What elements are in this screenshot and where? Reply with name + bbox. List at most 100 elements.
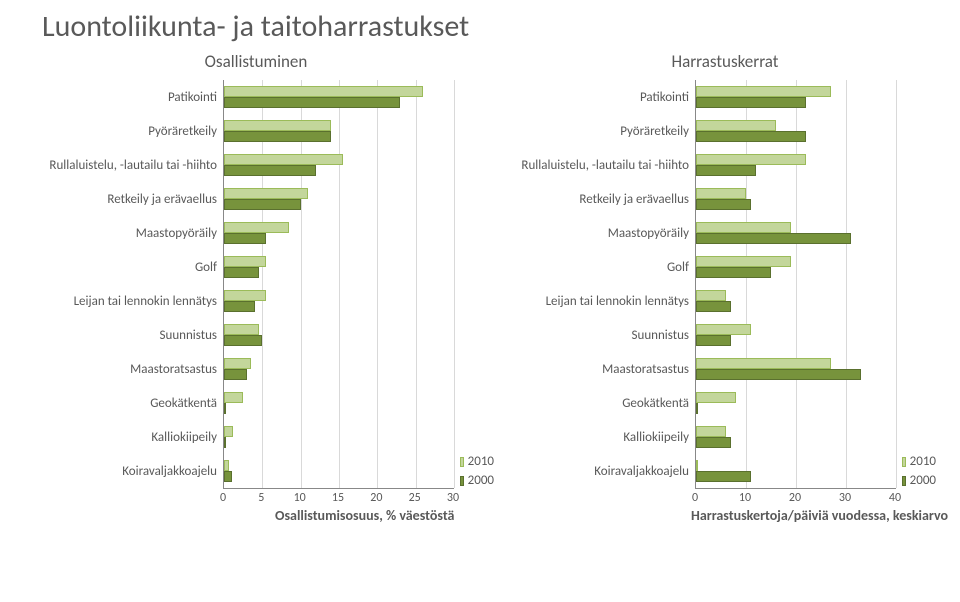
legend-item: 2000	[902, 473, 936, 488]
legend-label: 2000	[468, 473, 494, 488]
cat-label: Maastoratsastus	[18, 352, 223, 386]
bar-2010	[224, 460, 229, 471]
cat-label: Koiravaljakkoajelu	[510, 454, 695, 488]
bar-2000	[224, 131, 331, 142]
chart-left-xlabel-row: Osallistumisosuus, % väestöstä	[223, 507, 454, 527]
chart-left-cat-labels: PatikointiPyöräretkeilyRullaluistelu, -l…	[18, 80, 223, 527]
cat-label: Suunnistus	[510, 318, 695, 352]
gridline	[416, 80, 417, 488]
bar-2010	[696, 290, 726, 301]
bar-2000	[696, 301, 731, 312]
bar-2010	[224, 392, 243, 403]
x-tick: 25	[409, 491, 421, 505]
chart-right-xlabel: Harrastuskertoja/päiviä vuodessa, keskia…	[691, 507, 948, 524]
cat-label: Golf	[18, 250, 223, 284]
chart-left-xticks: 051015202530	[223, 489, 453, 507]
cat-label: Koiravaljakkoajelu	[18, 454, 223, 488]
bar-2000	[224, 233, 266, 244]
bar-2010	[696, 154, 806, 165]
cat-label: Leijan tai lennokin lennätys	[18, 284, 223, 318]
x-tick: 0	[220, 491, 226, 505]
bar-2010	[224, 86, 423, 97]
bar-2000	[696, 199, 751, 210]
bar-2010	[224, 154, 343, 165]
chart-left-plot-wrap: 051015202530 Osallistumisosuus, % väestö…	[223, 80, 454, 527]
gridline	[846, 80, 847, 488]
legend-label: 2010	[910, 454, 936, 469]
bar-2000	[224, 97, 400, 108]
cat-label: Leijan tai lennokin lennätys	[510, 284, 695, 318]
bar-2000	[696, 437, 731, 448]
legend-label: 2010	[468, 454, 494, 469]
charts-row: Osallistuminen PatikointiPyöräretkeilyRu…	[0, 51, 960, 527]
legend-item: 2010	[902, 454, 936, 469]
cat-label: Kalliokiipeily	[18, 420, 223, 454]
chart-right-plot-wrap: 010203040 Harrastuskertoja/päiviä vuodes…	[695, 80, 896, 527]
bar-2000	[696, 165, 756, 176]
x-tick: 15	[332, 491, 344, 505]
chart-right-title: Harrastuskerrat	[510, 51, 940, 80]
bar-2000	[224, 437, 226, 448]
x-tick: 20	[789, 491, 801, 505]
bar-2010	[224, 290, 266, 301]
bar-2010	[224, 324, 259, 335]
cat-label: Suunnistus	[18, 318, 223, 352]
bar-2010	[224, 426, 233, 437]
cat-label: Patikointi	[18, 80, 223, 114]
cat-label: Maastopyöräily	[510, 216, 695, 250]
chart-left-body: PatikointiPyöräretkeilyRullaluistelu, -l…	[18, 80, 494, 527]
cat-label: Maastoratsastus	[510, 352, 695, 386]
bar-2010	[224, 358, 251, 369]
chart-left-plot	[223, 80, 454, 489]
chart-right-cat-labels: PatikointiPyöräretkeilyRullaluistelu, -l…	[510, 80, 695, 527]
main-title: Luontoliikunta- ja taitoharrastukset	[0, 0, 960, 51]
bar-2000	[696, 335, 731, 346]
bar-2010	[696, 358, 831, 369]
bar-2000	[696, 369, 861, 380]
legend-swatch	[460, 457, 464, 467]
bar-2010	[696, 460, 698, 471]
bar-2000	[696, 131, 806, 142]
cat-label: Rullaluistelu, -lautailu tai -hiihto	[510, 148, 695, 182]
cat-label: Retkeily ja erävaellus	[18, 182, 223, 216]
bar-2010	[224, 256, 266, 267]
bar-2010	[224, 120, 331, 131]
gridline	[339, 80, 340, 488]
cat-label: Rullaluistelu, -lautailu tai -hiihto	[18, 148, 223, 182]
bar-2010	[696, 188, 746, 199]
x-tick: 40	[889, 491, 901, 505]
chart-right-xticks: 010203040	[695, 489, 895, 507]
x-tick: 30	[447, 491, 459, 505]
bar-2000	[224, 301, 255, 312]
bar-2000	[224, 335, 262, 346]
bar-2010	[696, 392, 736, 403]
legend-item: 2010	[460, 454, 494, 469]
gridline	[896, 80, 897, 488]
bar-2010	[696, 86, 831, 97]
bar-2000	[224, 403, 226, 414]
x-tick: 30	[839, 491, 851, 505]
bar-2000	[224, 471, 232, 482]
cat-label: Pyöräretkeily	[510, 114, 695, 148]
bar-2000	[696, 97, 806, 108]
bar-2010	[696, 426, 726, 437]
bar-2000	[224, 267, 259, 278]
chart-left-legend: 2010 2000	[454, 80, 494, 524]
gridline	[377, 80, 378, 488]
cat-label: Geokätkentä	[510, 386, 695, 420]
bar-2010	[224, 188, 308, 199]
cat-label: Retkeily ja erävaellus	[510, 182, 695, 216]
cat-label: Geokätkentä	[18, 386, 223, 420]
bar-2010	[696, 324, 751, 335]
cat-label: Kalliokiipeily	[510, 420, 695, 454]
bar-2000	[696, 267, 771, 278]
x-tick: 10	[294, 491, 306, 505]
x-tick: 10	[739, 491, 751, 505]
bar-2010	[696, 120, 776, 131]
chart-left-xlabel: Osallistumisosuus, % väestöstä	[275, 507, 454, 524]
cat-label: Maastopyöräily	[18, 216, 223, 250]
x-tick: 5	[258, 491, 264, 505]
bar-2010	[224, 222, 289, 233]
legend-swatch	[902, 476, 906, 486]
bar-2000	[696, 233, 851, 244]
